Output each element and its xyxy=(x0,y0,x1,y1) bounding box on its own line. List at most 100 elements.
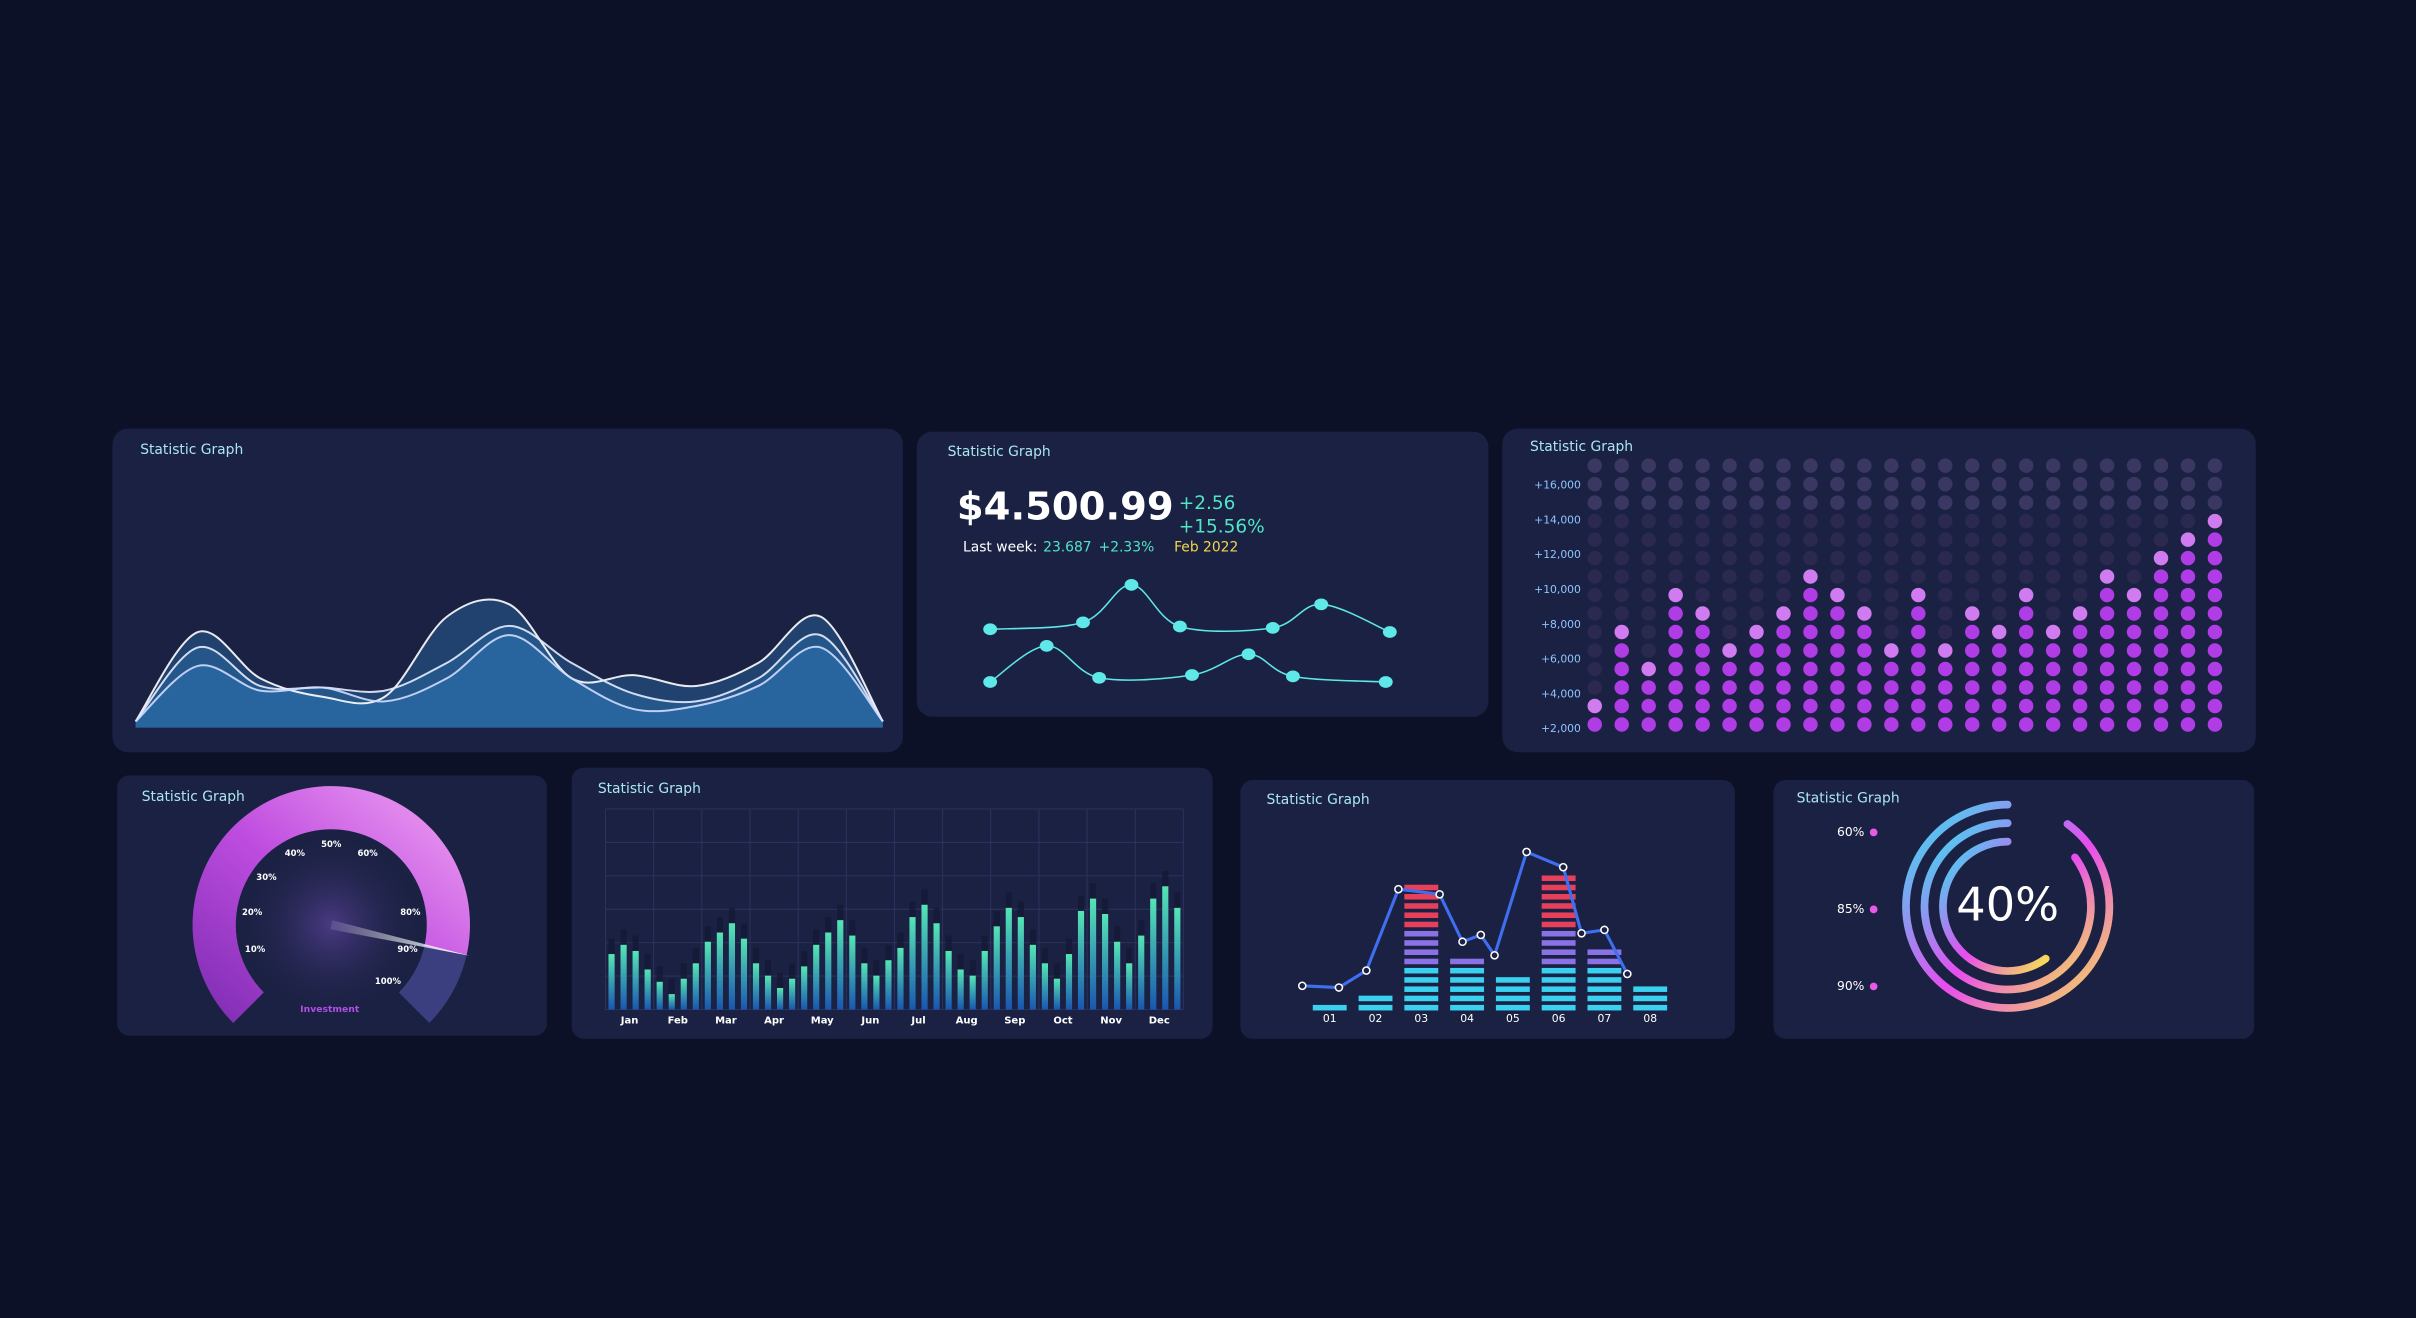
dot xyxy=(1695,513,1710,529)
dot-column xyxy=(2126,458,2142,732)
dot xyxy=(1830,606,1845,621)
dot-column xyxy=(1695,458,1710,732)
gauge-tick-label: 60% xyxy=(358,848,379,858)
last-week-pct: +2.33% xyxy=(1099,539,1155,555)
dot xyxy=(1776,587,1791,603)
segment-bar xyxy=(1633,986,1668,1011)
dot xyxy=(1614,550,1629,566)
panel-title: Statistic Graph xyxy=(948,444,1051,460)
dot xyxy=(1803,587,1818,603)
bar-segment xyxy=(1587,958,1622,965)
dot xyxy=(2153,532,2169,547)
bar-segment xyxy=(1587,967,1622,974)
bar-segment xyxy=(1541,921,1576,928)
dot xyxy=(1830,680,1845,695)
x-tick-label: Jul xyxy=(910,1015,925,1026)
bar xyxy=(957,969,964,1010)
bar xyxy=(1053,978,1061,1010)
dot xyxy=(1776,661,1791,677)
ring-arc xyxy=(1902,800,2114,1012)
dot xyxy=(1803,643,1818,658)
wave-area xyxy=(135,599,883,728)
dot xyxy=(1749,513,1764,529)
dot xyxy=(1938,606,1953,621)
dot xyxy=(1830,550,1845,566)
bar xyxy=(813,944,820,1010)
bar xyxy=(620,944,627,1010)
bar-shadow xyxy=(1041,947,1048,964)
bar-segment xyxy=(1358,995,1393,1002)
price-point xyxy=(1314,598,1329,611)
dot xyxy=(1884,661,1899,677)
dot xyxy=(1965,717,1980,732)
dot xyxy=(1830,532,1845,547)
dot xyxy=(2072,680,2088,695)
dot xyxy=(1587,698,1602,714)
dot xyxy=(1641,624,1656,640)
dot xyxy=(2045,624,2061,640)
price-point xyxy=(1285,670,1300,683)
ring-arc xyxy=(1939,837,2050,975)
bar-shadow xyxy=(945,935,952,951)
bar-shadow xyxy=(933,907,940,924)
dot xyxy=(1614,643,1629,658)
dot xyxy=(2099,569,2115,584)
bar-segment xyxy=(1541,884,1576,891)
x-tick-label: 04 xyxy=(1460,1012,1474,1025)
bar-segment xyxy=(1358,1004,1393,1011)
bar-segment xyxy=(1450,967,1485,974)
x-tick-label: Sep xyxy=(1004,1015,1025,1026)
dot xyxy=(1830,661,1845,677)
dot xyxy=(2153,661,2169,677)
dot xyxy=(2018,532,2034,547)
bar-shadow xyxy=(801,950,808,967)
dot xyxy=(2018,661,2034,677)
dot xyxy=(1857,550,1872,566)
panel-title: Statistic Graph xyxy=(598,781,701,797)
dot xyxy=(2207,698,2223,714)
dot xyxy=(2018,624,2034,640)
dot xyxy=(2099,661,2115,677)
gauge-tick-label: 80% xyxy=(400,907,421,917)
dot xyxy=(2126,624,2142,640)
dot xyxy=(2207,458,2223,473)
dot xyxy=(1938,476,1953,492)
dot-column xyxy=(1641,458,1656,732)
bar-segment xyxy=(1587,949,1622,955)
dot xyxy=(2099,606,2115,621)
price-point xyxy=(1378,676,1393,688)
ring-center-label: 40% xyxy=(1956,877,2059,931)
panel-title: Statistic Graph xyxy=(1797,790,1900,806)
dot xyxy=(1803,458,1818,473)
bar xyxy=(981,950,988,1010)
bar-segment xyxy=(1404,1004,1439,1011)
legend-label: 85% xyxy=(1837,902,1865,916)
dot xyxy=(1614,476,1629,492)
wave-line xyxy=(134,634,884,723)
bar xyxy=(752,963,760,1010)
bar xyxy=(740,938,748,1010)
dot xyxy=(2180,606,2196,621)
dot xyxy=(1722,643,1737,658)
bar xyxy=(716,932,723,1010)
dot xyxy=(1587,587,1602,603)
dot xyxy=(1776,550,1791,566)
dot xyxy=(2153,550,2169,566)
dot xyxy=(2153,624,2169,640)
dot xyxy=(2207,495,2223,510)
dot xyxy=(1587,643,1602,658)
dot xyxy=(2099,717,2115,732)
dot xyxy=(1749,569,1764,584)
x-tick-label: Aug xyxy=(956,1015,978,1026)
dot xyxy=(1911,717,1926,732)
bar xyxy=(1138,935,1145,1010)
bar-shadow xyxy=(728,907,736,924)
trend-point xyxy=(1394,884,1403,894)
dot xyxy=(1722,717,1737,732)
dot xyxy=(2018,643,2034,658)
dot xyxy=(2045,606,2061,621)
legend-dot xyxy=(1869,982,1878,991)
bar xyxy=(1102,914,1109,1010)
dot xyxy=(2207,717,2223,732)
